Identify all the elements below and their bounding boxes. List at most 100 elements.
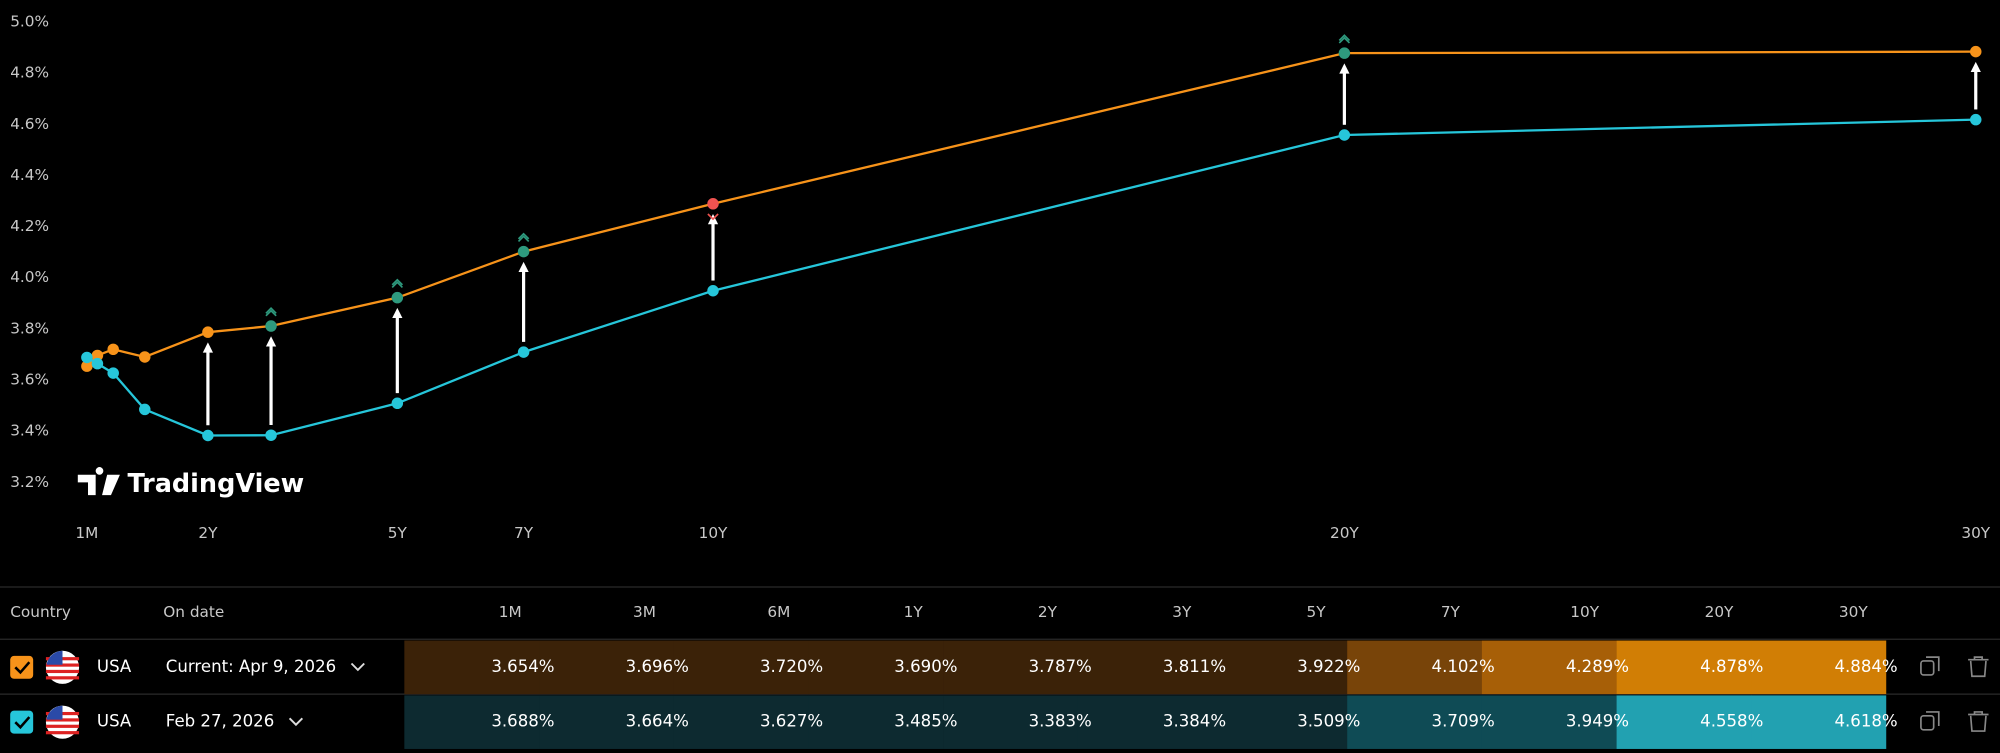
checkbox-box[interactable] [10,710,34,734]
data-point [517,245,530,258]
data-point [707,285,719,297]
data-point [391,397,404,410]
column-header: On date [163,603,224,621]
change-indicator [1338,34,1351,41]
column-header: Country [10,603,71,621]
copy-icon[interactable] [1926,711,1940,726]
flag-canton [46,650,63,665]
yield-cell: 3.696% [626,657,689,676]
data-point [1338,129,1351,141]
yield-cell: 4.289% [1566,657,1629,676]
y-tick-label: 4.6% [10,115,49,133]
dropdown-chevron[interactable] [350,662,365,672]
y-tick-label: 3.2% [10,473,49,491]
country: USA [97,657,132,676]
arrow-head [265,336,277,347]
data-point [707,198,719,210]
change-arrow [1339,63,1350,125]
x-tick-label: 2Y [198,524,218,542]
date-selector[interactable]: Current: Apr 9, 2026 [166,657,336,676]
checkbox-box[interactable] [10,655,34,679]
data-point [1338,47,1351,59]
copy-icon[interactable] [1920,714,1935,731]
x-tick-label: 7Y [514,524,534,542]
data-point [139,403,151,416]
cell-background [1347,640,1483,695]
column-header: 7Y [1441,603,1461,621]
dropdown-chevron[interactable] [288,717,304,727]
arrow-head [518,261,529,273]
column-header: 6M [767,603,790,621]
cell-background [673,640,809,695]
y-tick-label: 4.0% [10,268,49,286]
change-arrow [202,342,214,426]
change-arrow [392,307,403,394]
y-tick-label: 5.0% [10,12,49,30]
y-tick-label: 4.8% [10,64,49,82]
delete-button[interactable] [1968,711,1989,732]
change-indicator [265,309,277,317]
data-point [517,346,530,358]
column-header: 5Y [1307,603,1327,621]
date-selector[interactable]: Feb 27, 2026 [166,712,274,731]
change-indicator [1338,36,1351,44]
x-tick-label: 20Y [1330,524,1359,542]
flag-icon [45,650,80,684]
cell-background [539,695,674,749]
trash-icon[interactable] [1968,711,1989,732]
yield-cell: 3.787% [1029,657,1092,676]
cell-background [1751,640,1887,695]
delete-button[interactable] [1968,656,1989,678]
data-point [265,429,277,441]
yield-cell: 3.485% [894,712,957,731]
data-point [81,351,93,364]
cell-background [1212,640,1348,695]
data-point [107,343,119,356]
yield-cell: 3.811% [1163,657,1226,676]
yield-cell: 4.102% [1432,657,1495,676]
cell-background [1077,640,1213,695]
x-tick-label: 5Y [388,524,408,542]
data-point [81,360,93,372]
column-header: 3Y [1172,603,1192,621]
copy-icon[interactable] [1926,656,1940,672]
checkbox[interactable] [10,710,34,734]
y-tick-label: 3.6% [10,371,49,389]
yield-cell: 3.664% [626,712,689,731]
cell-background [1347,695,1483,749]
data-point [91,349,104,362]
yield-cell: 3.509% [1297,712,1360,731]
yield-cell: 3.690% [894,657,957,676]
cell-background [673,695,809,749]
checkbox-check[interactable] [14,661,31,675]
copy-button[interactable] [1920,656,1940,676]
x-tick-label: 1M [75,524,98,542]
data-point [107,367,119,379]
copy-icon[interactable] [1920,660,1935,676]
yield-cell: 3.709% [1432,712,1495,731]
watermark: TradingView [128,469,305,499]
flag-stripe [45,718,80,722]
flag-stripe [45,731,80,735]
flag-stripe [45,669,80,674]
cell-background [1481,640,1617,695]
watermark-logo: TradingView [77,467,305,499]
checkbox-check[interactable] [14,716,31,730]
yield-cell: 3.720% [760,657,823,676]
change-indicator [265,307,277,314]
data-point [265,320,277,332]
y-tick-label: 4.2% [10,217,49,235]
cell-background [1212,695,1348,749]
flag-stripe [45,663,80,667]
data-point [1970,45,1982,58]
cell-background [404,640,540,695]
copy-button[interactable] [1920,711,1940,731]
yield-cell: 3.384% [1163,712,1226,731]
trash-icon[interactable] [1968,656,1989,678]
cell-background [1616,640,1752,695]
yield-cell: 4.878% [1700,657,1763,676]
checkbox[interactable] [10,655,34,679]
column-header: 3M [633,603,656,621]
